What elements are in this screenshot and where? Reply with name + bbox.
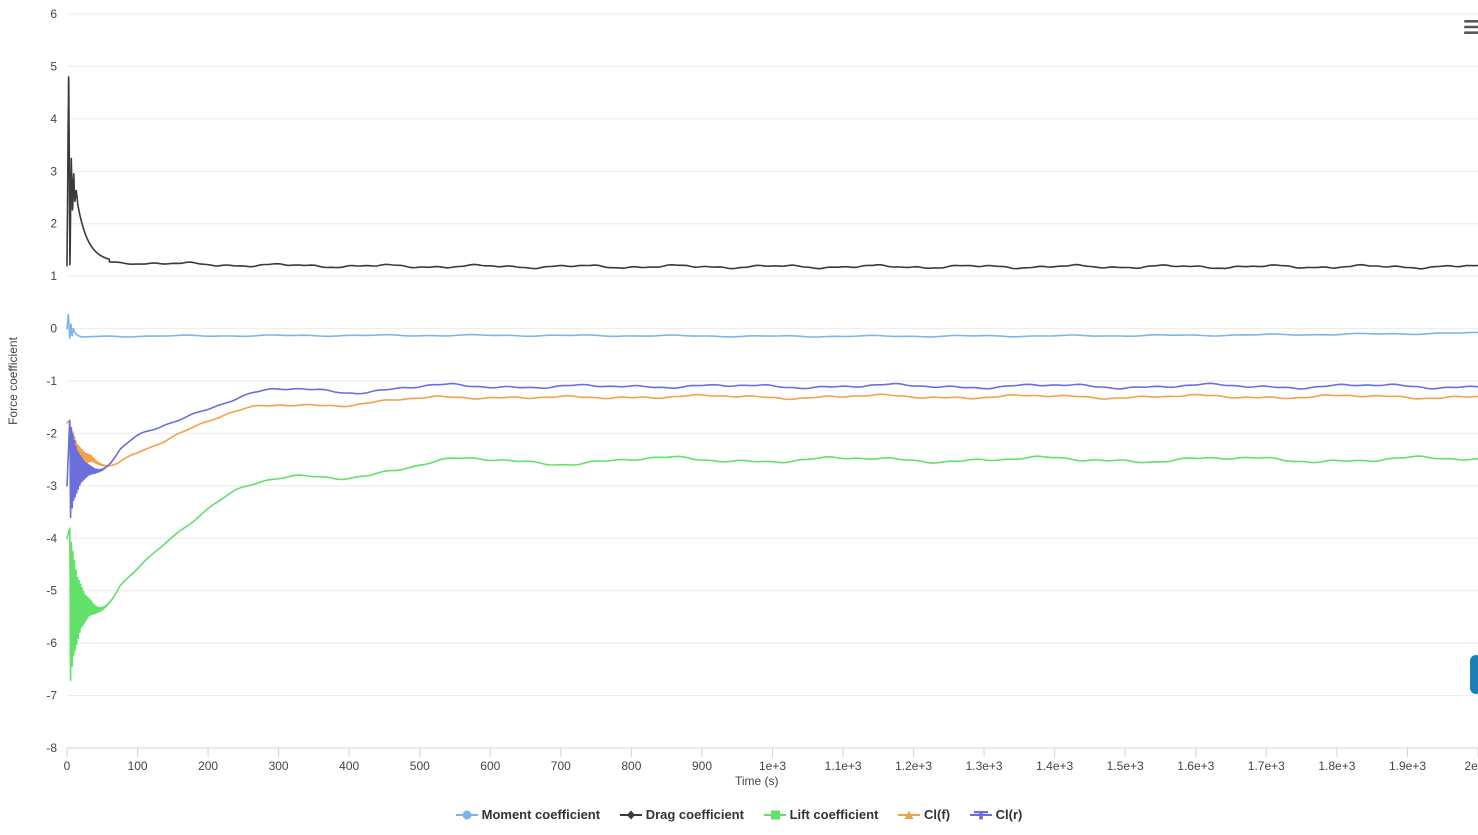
svg-text:200: 200 [198, 759, 218, 773]
svg-text:1.7e+3: 1.7e+3 [1248, 759, 1285, 773]
svg-text:1.2e+3: 1.2e+3 [895, 759, 932, 773]
svg-text:700: 700 [551, 759, 571, 773]
svg-text:2e+3: 2e+3 [1464, 759, 1478, 773]
svg-text:1: 1 [50, 269, 57, 283]
svg-text:300: 300 [269, 759, 289, 773]
svg-text:1.4e+3: 1.4e+3 [1036, 759, 1073, 773]
svg-text:-1: -1 [46, 374, 57, 388]
svg-text:-6: -6 [46, 636, 57, 650]
svg-text:1.9e+3: 1.9e+3 [1389, 759, 1426, 773]
svg-text:-3: -3 [46, 479, 57, 493]
svg-text:1.8e+3: 1.8e+3 [1318, 759, 1355, 773]
svg-text:500: 500 [410, 759, 430, 773]
svg-text:2: 2 [50, 217, 57, 231]
svg-text:0: 0 [50, 322, 57, 336]
svg-text:1.3e+3: 1.3e+3 [966, 759, 1003, 773]
svg-text:900: 900 [692, 759, 712, 773]
svg-text:1.5e+3: 1.5e+3 [1107, 759, 1144, 773]
svg-text:1e+3: 1e+3 [759, 759, 786, 773]
svg-text:800: 800 [621, 759, 641, 773]
svg-text:3: 3 [50, 164, 57, 178]
svg-text:0: 0 [64, 759, 71, 773]
svg-text:-8: -8 [46, 741, 57, 755]
svg-text:-5: -5 [46, 584, 57, 598]
svg-text:4: 4 [50, 112, 57, 126]
svg-text:400: 400 [339, 759, 359, 773]
svg-text:-2: -2 [46, 426, 57, 440]
svg-text:1.1e+3: 1.1e+3 [825, 759, 862, 773]
svg-text:1.6e+3: 1.6e+3 [1177, 759, 1214, 773]
svg-text:100: 100 [128, 759, 148, 773]
svg-text:6: 6 [50, 7, 57, 21]
svg-text:-7: -7 [46, 689, 57, 703]
svg-text:600: 600 [480, 759, 500, 773]
svg-text:5: 5 [50, 59, 57, 73]
svg-text:-4: -4 [46, 531, 57, 545]
